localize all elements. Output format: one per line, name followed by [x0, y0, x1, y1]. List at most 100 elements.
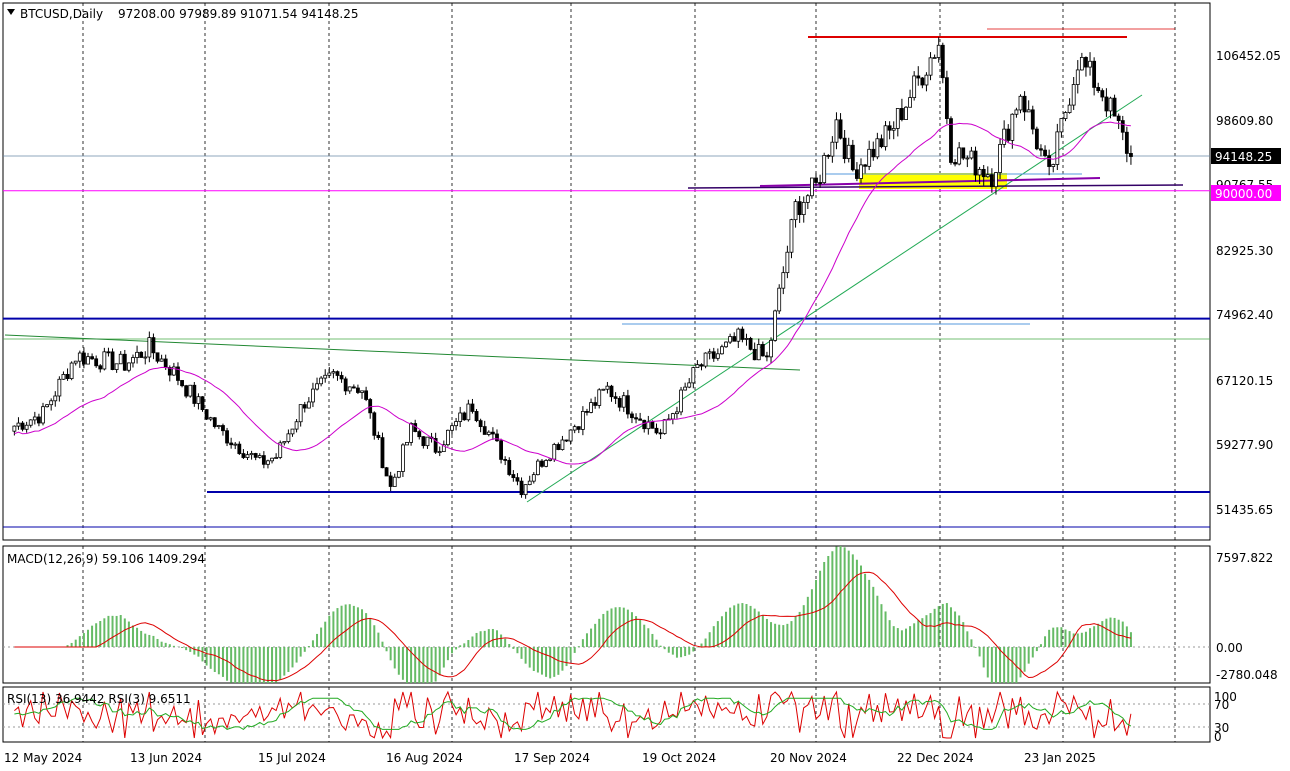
candle-body — [261, 455, 266, 465]
candle-body — [417, 431, 422, 438]
macd-tick: 0.00 — [1216, 641, 1243, 655]
candle-body — [482, 426, 487, 435]
candle-body — [1022, 95, 1027, 113]
candle-body — [531, 474, 536, 482]
candle-body — [441, 444, 446, 453]
candle-body — [560, 439, 565, 450]
candle-body — [57, 378, 62, 397]
candle-body — [556, 444, 561, 450]
candle-body — [37, 416, 41, 424]
level-price-tag — [1211, 185, 1281, 201]
symbol-label: BTCUSD,Daily — [20, 7, 103, 21]
candle-body — [16, 422, 21, 427]
candle-body — [1075, 69, 1080, 85]
candle-body — [912, 75, 917, 99]
main-panel[interactable] — [2, 2, 1211, 541]
candle-body — [1096, 87, 1101, 92]
rsi-panel[interactable] — [2, 686, 1211, 743]
candle-body — [625, 395, 630, 415]
candle-body — [24, 424, 29, 430]
candle-body — [282, 441, 287, 444]
candle-body — [1100, 90, 1105, 98]
candle-body — [184, 385, 189, 397]
candle-body — [229, 442, 234, 446]
candle-body — [1055, 131, 1060, 165]
candle-body — [159, 358, 164, 362]
candle-body — [695, 364, 700, 368]
candle-body — [458, 412, 463, 422]
candle-body — [425, 436, 430, 447]
price-tick: 106452.05 — [1216, 49, 1281, 63]
candle-body — [523, 484, 528, 496]
candle-body — [327, 372, 332, 376]
candle-body — [989, 174, 994, 188]
purple-trendline[interactable] — [687, 184, 1184, 189]
candle-body — [208, 417, 213, 420]
candle-body — [650, 421, 655, 429]
price-tick: 82925.30 — [1216, 244, 1273, 258]
candle-body — [756, 344, 761, 361]
candle-body — [1116, 115, 1121, 121]
candle-body — [188, 384, 193, 397]
macd-histogram — [66, 546, 1132, 683]
current-price-label: 94148.25 — [1215, 150, 1272, 164]
candle-body — [576, 426, 581, 430]
candle-body — [859, 164, 863, 179]
purple-trendline-2[interactable] — [759, 177, 1101, 187]
candle-body — [257, 455, 262, 458]
candle-body — [49, 400, 54, 406]
candle-body — [450, 425, 454, 431]
candle-body — [965, 157, 970, 160]
candle-body — [728, 336, 733, 343]
descending-trendline[interactable] — [4, 334, 801, 371]
candle-body — [270, 457, 274, 462]
candle-body — [45, 404, 49, 408]
candle-body — [396, 471, 401, 478]
candle-body — [887, 125, 892, 131]
candle-body — [936, 44, 941, 58]
candle-body — [1129, 153, 1133, 157]
candle-body — [319, 377, 324, 385]
candle-body — [139, 351, 144, 358]
candle-body — [384, 467, 389, 477]
candle-body — [474, 411, 479, 422]
candle-body — [691, 367, 696, 384]
candle-body — [392, 476, 397, 487]
candle-body — [1026, 109, 1031, 113]
candle-body — [147, 337, 152, 358]
candle-body — [981, 168, 986, 178]
candle-body — [891, 127, 896, 131]
candle-body — [601, 388, 606, 391]
date-axis[interactable]: 12 May 2024 13 Jun 2024 15 Jul 2024 16 A… — [4, 751, 1096, 765]
candle-body — [69, 362, 74, 379]
candle-body — [1067, 104, 1072, 113]
trend-lines — [3, 28, 1210, 528]
level-price-label: 90000.00 — [1215, 187, 1272, 201]
candle-body — [102, 351, 107, 370]
candle-body — [818, 182, 822, 184]
rsi13-line — [14, 697, 1132, 731]
candle-body — [720, 346, 724, 355]
candle-body — [552, 444, 557, 460]
candle-body — [826, 155, 831, 157]
candle-body — [77, 352, 82, 362]
candle-body — [114, 363, 119, 370]
candle-body — [249, 453, 254, 456]
candle-body — [122, 353, 127, 371]
candle-body — [28, 419, 33, 426]
collapse-triangle-icon[interactable] — [7, 9, 15, 15]
date-tick: 15 Jul 2024 — [258, 751, 326, 765]
candle-body — [372, 412, 377, 436]
candle-body — [683, 386, 688, 391]
ascending-trendline[interactable] — [526, 94, 1143, 503]
candle-body — [654, 427, 659, 434]
candle-body — [998, 144, 1002, 173]
price-axis[interactable]: 106452.05 98609.80 90767.55 82925.30 749… — [1216, 49, 1281, 517]
candle-body — [237, 443, 242, 454]
macd-header: MACD(12,26,9) 59.106 1409.294 — [7, 552, 205, 566]
current-price-tag — [1211, 148, 1281, 164]
date-tick: 17 Sep 2024 — [514, 751, 590, 765]
candle-body — [900, 108, 904, 120]
candle-body — [446, 429, 450, 446]
